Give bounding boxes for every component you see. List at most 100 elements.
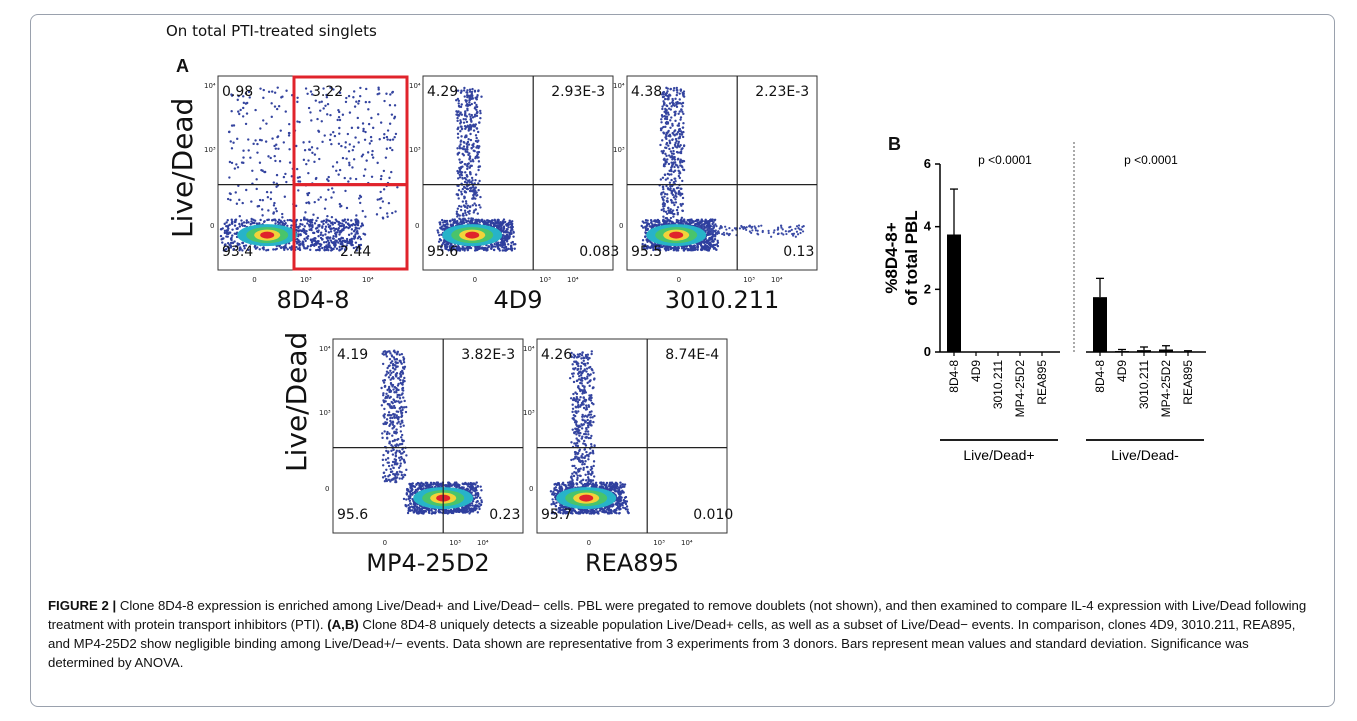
y-tick-label: 10³ <box>204 146 216 154</box>
y-axis-title-row1: Live/Dead <box>166 97 199 238</box>
quadrant-ul: 4.38 <box>631 84 663 100</box>
x-tick-label: REA895 <box>1181 360 1195 405</box>
y-tick-label: 10³ <box>613 146 625 154</box>
flow-plot-5: 10⁴ 10³ 0 0 10³ 10⁴ <box>523 338 728 547</box>
x-tick-label: 0 <box>677 276 681 284</box>
x-tick-label: 10³ <box>300 276 312 284</box>
p-value-label: p <0.0001 <box>1124 153 1178 167</box>
x-tick-label: 0 <box>587 539 591 547</box>
x-tick-label: 10³ <box>449 539 461 547</box>
y-tick-label: 10⁴ <box>409 82 421 90</box>
x-tick-label: 4D9 <box>1115 360 1129 382</box>
x-tick-label: 10³ <box>539 276 551 284</box>
figure-frame <box>30 14 1335 707</box>
quadrant-ur: 8.74E-4 <box>665 347 720 363</box>
x-tick-label: 3010.211 <box>991 360 1005 409</box>
caption-label: FIGURE 2 | <box>48 598 117 613</box>
x-tick-label: 10³ <box>743 276 755 284</box>
y-tick-label: 2 <box>924 281 931 296</box>
quadrant-ul: 4.26 <box>541 347 573 363</box>
quadrant-ll: 95.7 <box>541 507 573 523</box>
quadrant-ur: 3.22 <box>312 84 344 100</box>
group-label: Live/Dead- <box>1111 447 1179 463</box>
quadrant-ur: 3.82E-3 <box>461 347 516 363</box>
x-tick-label: 0 <box>252 276 256 284</box>
quadrant-lr: 0.13 <box>783 244 815 260</box>
y-tick-label: 10³ <box>409 146 421 154</box>
x-axis-label: 3010.211 <box>664 286 780 314</box>
y-tick-label: 10³ <box>319 409 331 417</box>
x-axis-label: 8D4-8 <box>276 286 350 314</box>
x-tick-label: 4D9 <box>969 360 983 382</box>
quadrant-lr: 2.44 <box>340 244 372 260</box>
x-axis-label: 4D9 <box>493 286 543 314</box>
x-tick-label: 0 <box>473 276 477 284</box>
x-tick-label: 10⁴ <box>771 276 783 284</box>
panel-a-label: A <box>176 56 189 76</box>
bar <box>1159 349 1173 352</box>
bar <box>1137 350 1151 352</box>
x-tick-label: MP4-25D2 <box>1159 360 1173 418</box>
x-axis-label: MP4-25D2 <box>366 549 490 577</box>
caption-text: Clone 8D4-8 expression is enriched among… <box>48 598 1307 632</box>
quadrant-lr: 0.010 <box>693 507 734 523</box>
quadrant-ll: 95.6 <box>337 507 369 523</box>
p-value-label: p <0.0001 <box>978 153 1032 167</box>
density-red <box>579 494 594 502</box>
y-tick-label: 10⁴ <box>613 82 625 90</box>
highlight-lower-right <box>292 183 409 271</box>
y-tick-label: 10⁴ <box>204 82 216 90</box>
x-tick-label: 8D4-8 <box>947 360 961 393</box>
figure-caption: FIGURE 2 | Clone 8D4-8 expression is enr… <box>48 596 1318 672</box>
quadrant-ul: 0.98 <box>222 84 254 100</box>
quadrant-ll: 95.6 <box>427 244 459 260</box>
flow-plot-4: 10⁴ 10³ 0 0 10³ 10⁴ <box>319 338 524 547</box>
quadrant-ul: 4.29 <box>427 84 459 100</box>
x-tick-label: MP4-25D2 <box>1013 360 1027 418</box>
y-tick-label: 10⁴ <box>523 345 535 353</box>
x-tick-label: 10⁴ <box>681 539 693 547</box>
density-red <box>669 231 684 239</box>
y-tick-label: 0 <box>210 222 214 230</box>
bar <box>1093 297 1107 352</box>
y-tick-label: 0 <box>619 222 623 230</box>
quadrant-ur: 2.23E-3 <box>755 84 810 100</box>
flow-plot-2: 10⁴ 10³ 0 0 10³ 10⁴ <box>409 75 614 284</box>
panel-b-label: B <box>888 134 901 154</box>
caption-text-2: Clone 8D4-8 uniquely detects a sizeable … <box>48 617 1296 670</box>
x-tick-label: 0 <box>383 539 387 547</box>
caption-ref: (A,B) <box>327 617 359 632</box>
y-tick-label: 10⁴ <box>319 345 331 353</box>
density-red <box>260 231 275 239</box>
bar <box>947 234 961 352</box>
y-tick-label: 6 <box>924 156 931 171</box>
quadrant-ur: 2.93E-3 <box>551 84 606 100</box>
header-note: On total PTI-treated singlets <box>166 22 377 40</box>
y-axis-title-row2: Live/Dead <box>280 331 313 472</box>
flow-plot-1: 10⁴ 10³ 0 0 10³ 10⁴ <box>204 75 409 284</box>
quadrant-lr: 0.23 <box>489 507 521 523</box>
x-tick-label: REA895 <box>1035 360 1049 405</box>
density-red <box>465 231 480 239</box>
x-tick-label: 8D4-8 <box>1093 360 1107 393</box>
quadrant-lr: 0.083 <box>579 244 620 260</box>
y-tick-label: 0 <box>529 485 533 493</box>
y-tick-label: 4 <box>924 219 932 234</box>
group-label: Live/Dead+ <box>963 447 1034 463</box>
y-tick-label: 10³ <box>523 409 535 417</box>
quadrant-ll: 95.5 <box>631 244 663 260</box>
y-axis-title: %8D4-8+of total PBL <box>882 210 921 305</box>
x-tick-label: 10⁴ <box>567 276 579 284</box>
x-tick-label: 10⁴ <box>477 539 489 547</box>
y-tick-label: 0 <box>325 485 329 493</box>
flow-plot-3: 10⁴ 10³ 0 0 10³ 10⁴ <box>613 75 818 284</box>
x-tick-label: 3010.211 <box>1137 360 1151 409</box>
quadrant-ul: 4.19 <box>337 347 369 363</box>
x-axis-label: REA895 <box>584 549 680 577</box>
bar <box>1115 351 1129 352</box>
y-tick-label: 0 <box>415 222 419 230</box>
x-tick-label: 10³ <box>653 539 665 547</box>
x-tick-label: 10⁴ <box>362 276 374 284</box>
quadrant-ll: 93.4 <box>222 244 254 260</box>
bar-chart: 0 2 4 6 %8D4-8+of total PBL p <0.0001 8D4-8 4D9… <box>882 142 1206 463</box>
